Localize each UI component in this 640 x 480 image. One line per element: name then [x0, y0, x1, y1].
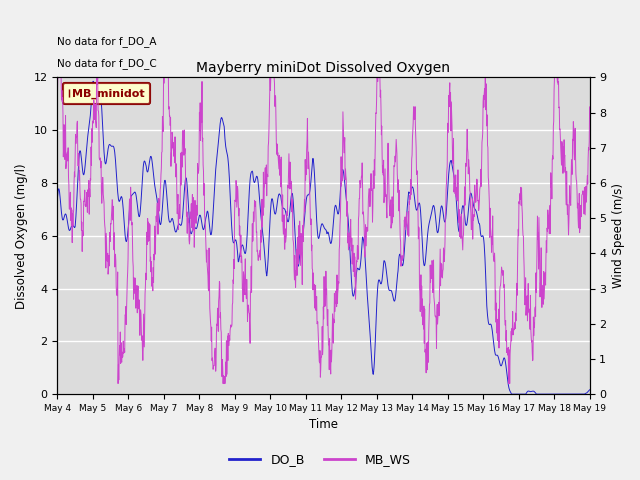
X-axis label: Time: Time	[309, 419, 338, 432]
Legend: MB_minidot: MB_minidot	[63, 83, 150, 104]
Legend: DO_B, MB_WS: DO_B, MB_WS	[224, 448, 416, 471]
Y-axis label: Wind Speed (m/s): Wind Speed (m/s)	[612, 183, 625, 288]
Text: No data for f_DO_A: No data for f_DO_A	[58, 36, 157, 47]
Text: No data for f_DO_C: No data for f_DO_C	[58, 59, 157, 69]
Y-axis label: Dissolved Oxygen (mg/l): Dissolved Oxygen (mg/l)	[15, 163, 28, 309]
Title: Mayberry miniDot Dissolved Oxygen: Mayberry miniDot Dissolved Oxygen	[196, 61, 451, 75]
